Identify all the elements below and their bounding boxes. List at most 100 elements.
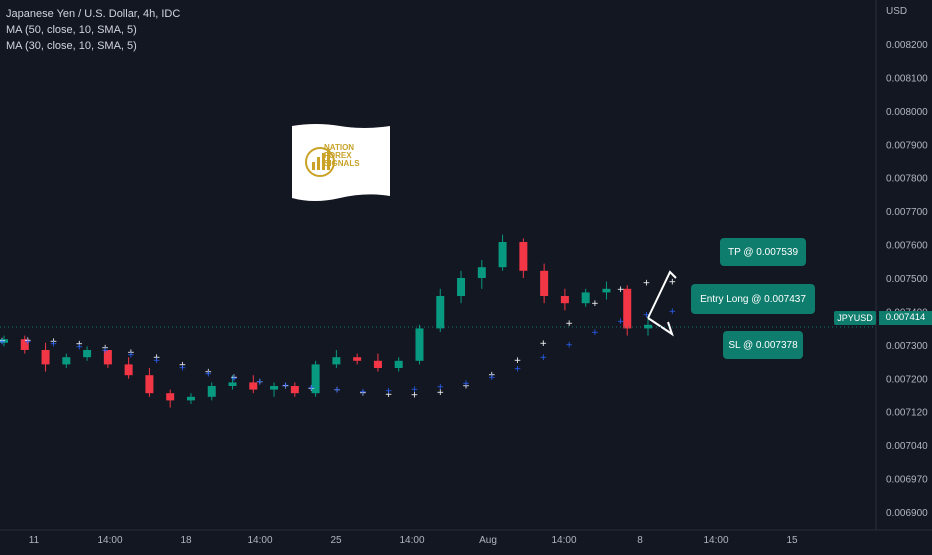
x-tick-label: 14:00 (399, 535, 424, 546)
candle-body (373, 360, 382, 368)
y-tick-label: 0.007120 (886, 408, 928, 419)
ma-point: + (436, 388, 444, 398)
ma-point: + (0, 337, 6, 347)
y-tick-label: 0.007300 (886, 341, 928, 352)
ma-point: + (617, 317, 625, 327)
sl-callout[interactable]: SL @ 0.007378 (723, 331, 803, 359)
ma-point: + (282, 381, 290, 391)
candle-body (290, 386, 299, 394)
logo-line-2: FOREX (324, 151, 352, 160)
y-tick-label: 0.007900 (886, 140, 928, 151)
candle-body (41, 350, 50, 365)
chart-legend: Japanese Yen / U.S. Dollar, 4h, IDC MA (… (6, 6, 180, 54)
ma-point: + (462, 379, 470, 389)
y-tick-label: 0.007500 (886, 274, 928, 285)
ma-point: + (50, 340, 58, 350)
logo-line-1: NATION (324, 143, 355, 152)
ma-point: + (204, 368, 212, 378)
ma-point: + (565, 319, 573, 329)
x-tick-label: 8 (637, 535, 643, 546)
ma-point: + (411, 385, 419, 395)
x-tick-label: Aug (479, 535, 497, 546)
ma-point: + (127, 348, 135, 358)
candle-body (623, 288, 632, 329)
ma-point: + (643, 311, 651, 321)
ma-point: + (333, 386, 341, 396)
ma-point: + (591, 328, 599, 338)
ma-point: + (127, 350, 135, 360)
ma-point: + (668, 278, 676, 288)
ma-point: + (256, 378, 264, 388)
candle-body (498, 242, 507, 268)
x-tick-label: 14:00 (703, 535, 728, 546)
ma-point: + (230, 373, 238, 383)
candle-body (103, 350, 112, 365)
tp-arrow (647, 270, 677, 319)
ma-point: + (50, 337, 58, 347)
y-tick-label: 0.007040 (886, 441, 928, 452)
candle-body (228, 382, 237, 386)
candle-body (186, 396, 195, 401)
y-tick-label: 0.007800 (886, 174, 928, 185)
symbol-price-tag: JPYUSD (834, 311, 876, 325)
ma-point: + (565, 341, 573, 351)
ma-point: + (179, 363, 187, 373)
ma-point: + (411, 391, 419, 401)
candle-body (436, 296, 445, 329)
currency-label: USD (886, 6, 908, 17)
ma-point: + (668, 307, 676, 317)
ma-30-label: MA (30, close, 10, SMA, 5) (6, 40, 137, 52)
nation-forex-signals-logo (292, 124, 390, 201)
logo-line-3: SIGNALS (324, 159, 360, 168)
candle-body (560, 296, 569, 304)
candle-body (145, 375, 154, 394)
candle-body (249, 382, 258, 390)
ma-point: + (153, 353, 161, 363)
ma-point: + (436, 383, 444, 393)
candle-body (540, 270, 549, 296)
candle-body (166, 393, 175, 401)
y-tick-label: 0.008000 (886, 107, 928, 118)
ma-point: + (308, 384, 316, 394)
candle-body (62, 357, 71, 365)
ma-point: + (514, 365, 522, 375)
ma-point: + (101, 343, 109, 353)
candle-body (270, 386, 279, 390)
candle-body (581, 292, 590, 304)
tp-callout[interactable]: TP @ 0.007539 (720, 238, 806, 266)
ma-point: + (359, 388, 367, 398)
candle-body (207, 386, 216, 397)
ma-point: + (385, 387, 393, 397)
candle-body (477, 267, 486, 278)
y-tick-label: 0.007200 (886, 374, 928, 385)
y-tick-label: 0.008100 (886, 73, 928, 84)
ma-point: + (359, 387, 367, 397)
ma-point: + (617, 285, 625, 295)
ma-point: + (591, 299, 599, 309)
ma-point: + (385, 390, 393, 400)
sl-arrow (647, 317, 674, 337)
ma-point: + (462, 381, 470, 391)
symbol-title: Japanese Yen / U.S. Dollar, 4h, IDC (6, 8, 181, 20)
ma-point: + (0, 336, 6, 346)
ma-point: + (76, 342, 84, 352)
ma-point: + (24, 336, 32, 346)
candle-body (20, 339, 29, 350)
ma-50-label: MA (50, close, 10, SMA, 5) (6, 24, 137, 36)
ma-point: + (514, 356, 522, 366)
ma-point: + (282, 381, 290, 391)
candle-body (457, 278, 466, 296)
ma-point: + (540, 339, 548, 349)
candle-body (332, 357, 341, 365)
candle-body (83, 350, 92, 358)
y-tick-label: 0.006970 (886, 475, 928, 486)
current-price-label: 0.007414 (879, 311, 932, 325)
ma-point: + (204, 369, 212, 379)
entry-callout[interactable]: Entry Long @ 0.007437 (691, 284, 815, 314)
candle-body (415, 328, 424, 361)
ma-point: + (101, 346, 109, 356)
x-tick-label: 25 (330, 535, 342, 546)
candle-body (394, 360, 403, 368)
